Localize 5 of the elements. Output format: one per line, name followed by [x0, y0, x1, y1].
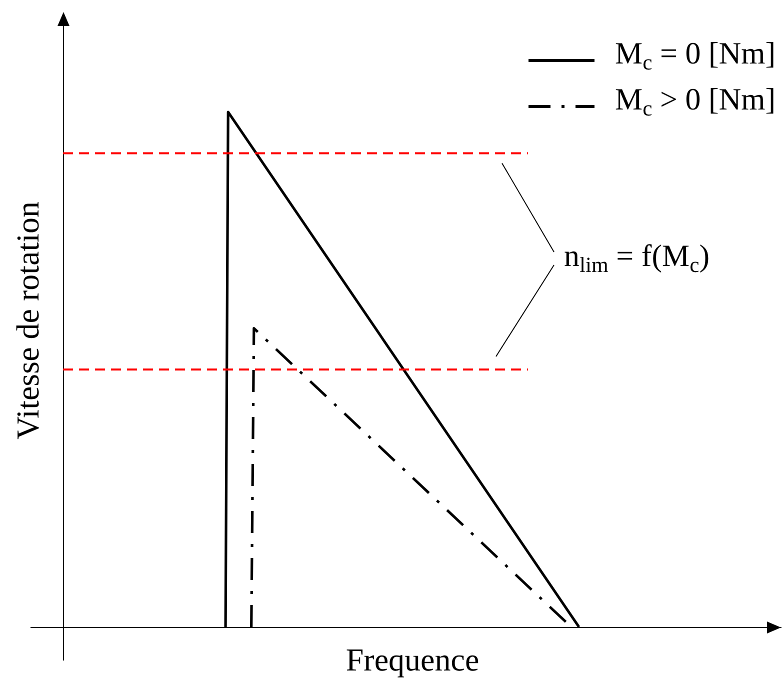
- y-axis-title: Vitesse de rotation: [10, 201, 46, 440]
- legend-label: M$_{c}$ = 0 [Nm]: [615, 36, 776, 75]
- annotation: n$_{lim}$ = f(M$_{c}$): [564, 238, 710, 278]
- legend-label: M$_{c}$ > 0 [Nm]: [615, 82, 776, 121]
- x-axis-title: Frequence: [346, 642, 480, 678]
